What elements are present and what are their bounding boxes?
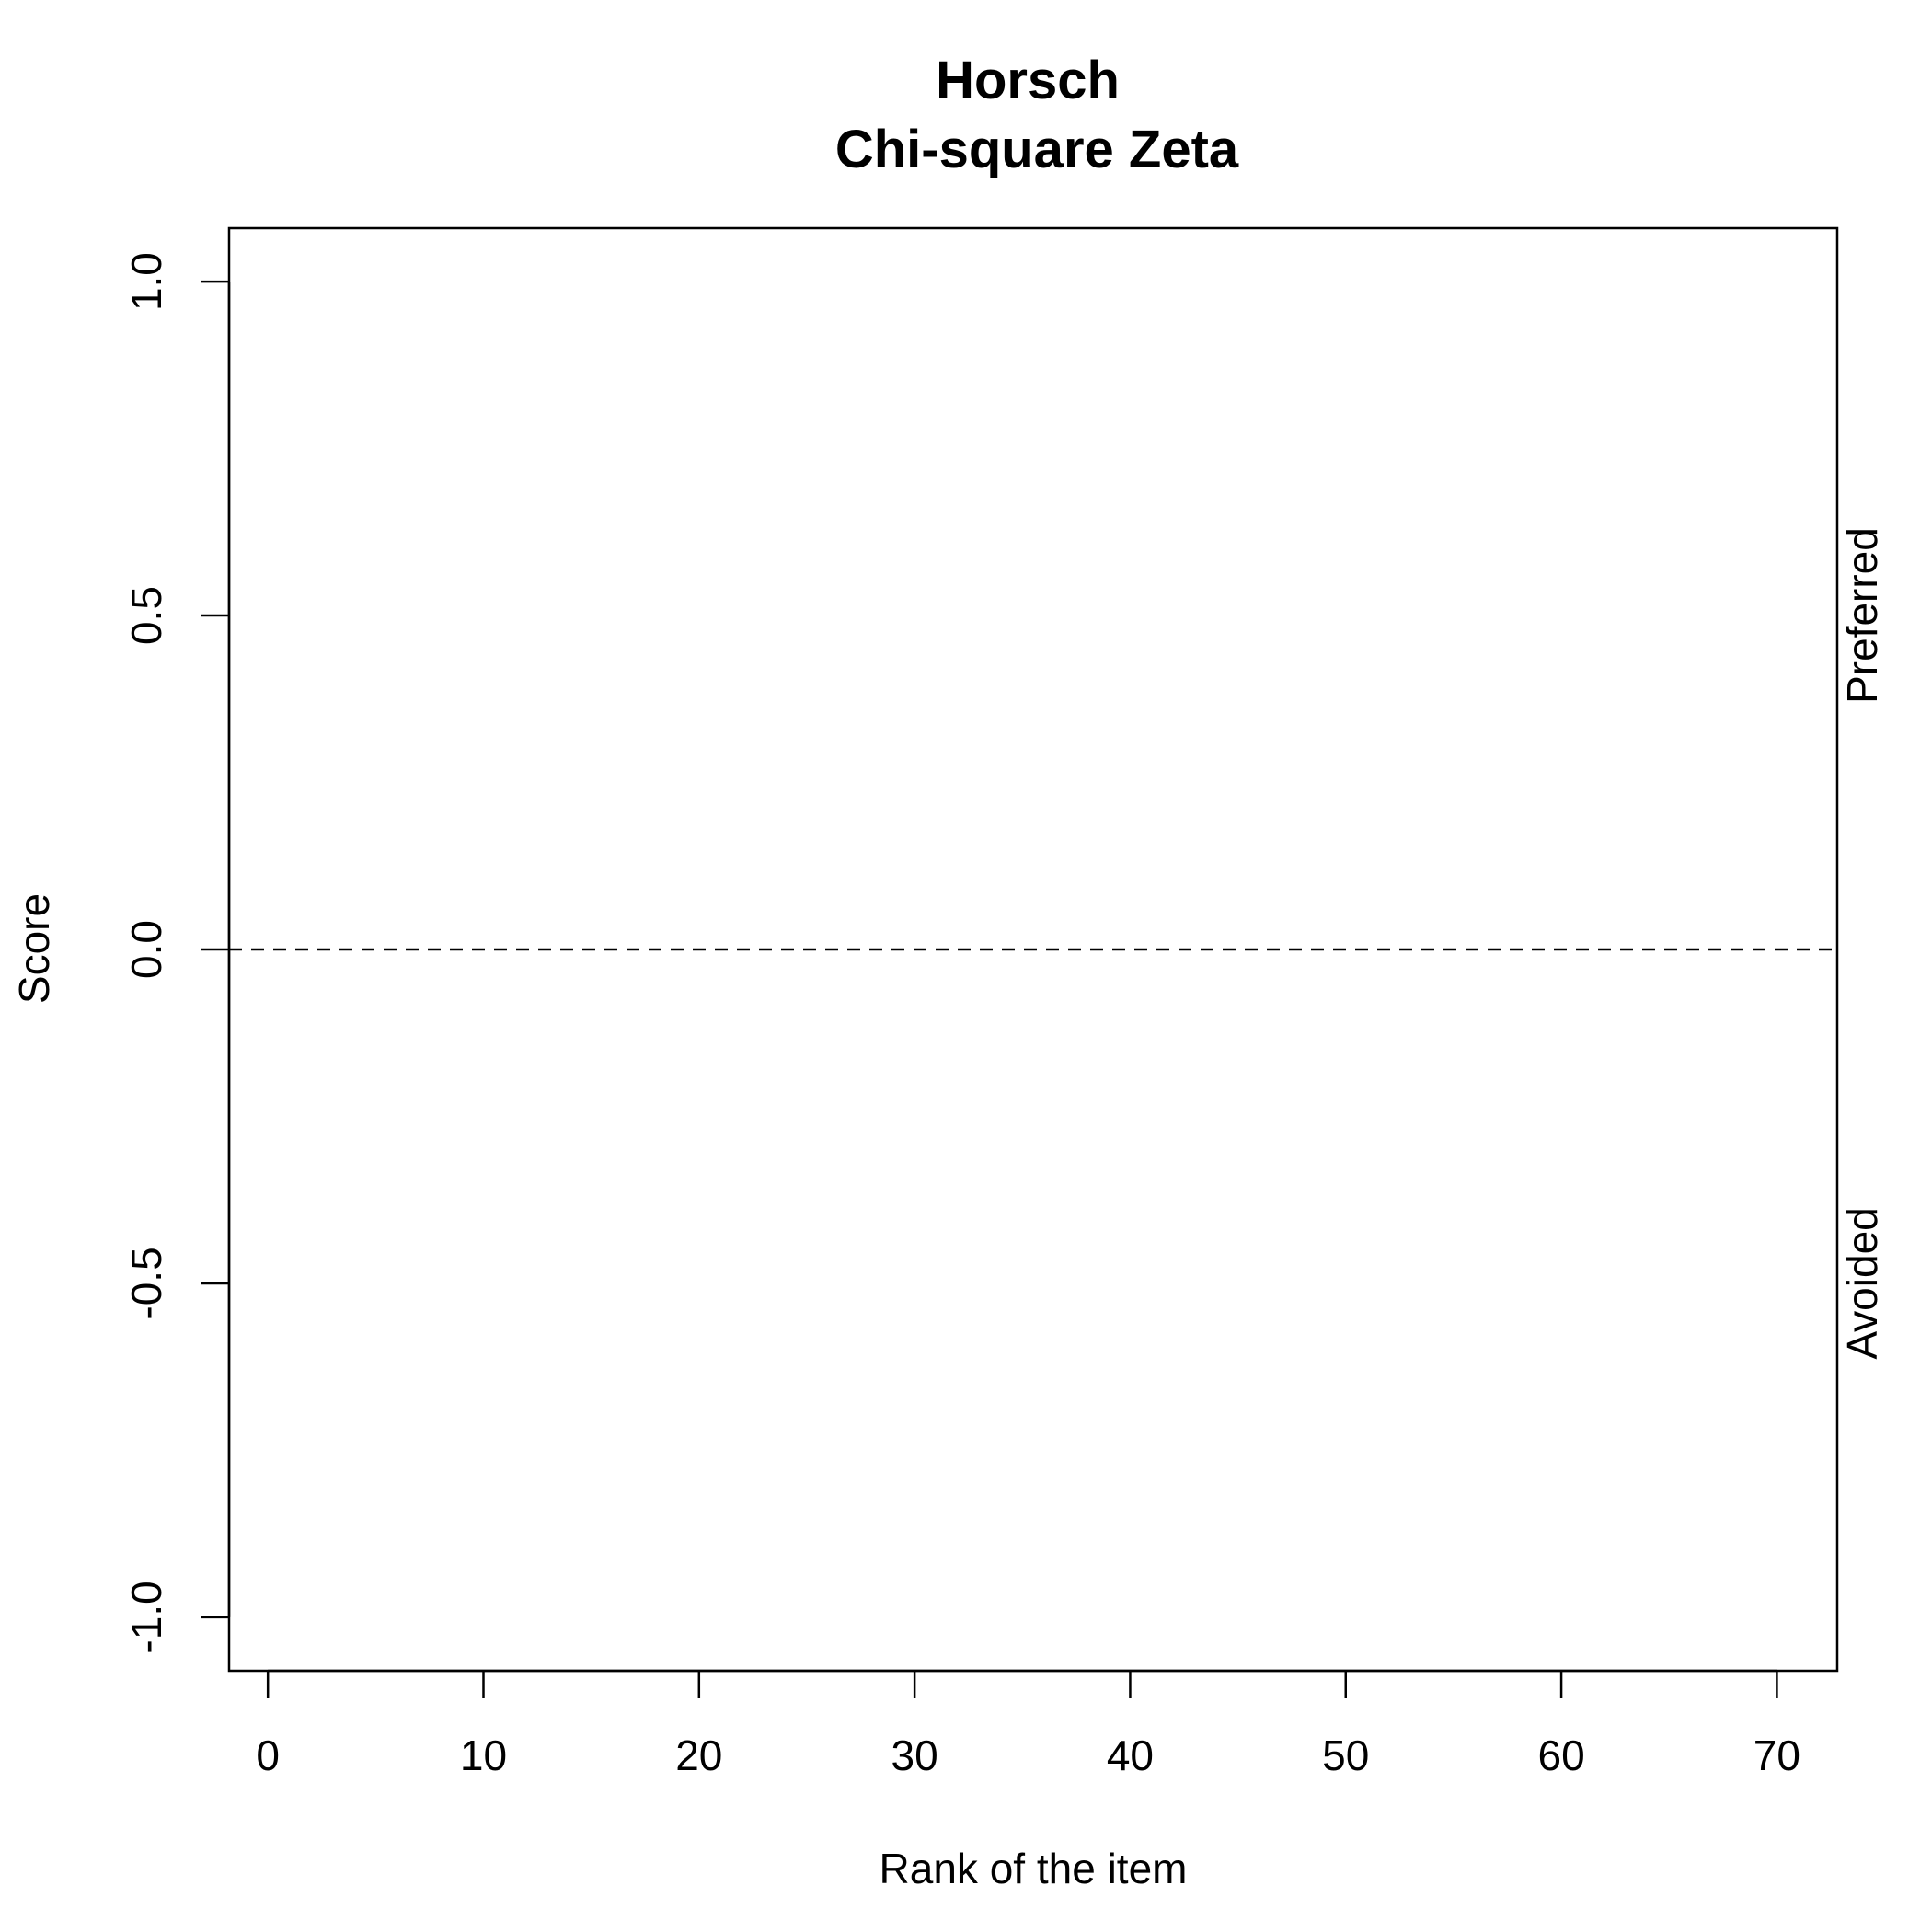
y-axis-title: Score [10, 893, 58, 1004]
x-tick-label: 50 [1322, 1731, 1369, 1779]
x-tick-label: 70 [1754, 1731, 1800, 1779]
y-tick-label: 0.5 [122, 586, 170, 645]
chart-title: Horsch [936, 51, 1120, 110]
y-tick-label: -1.0 [122, 1581, 170, 1653]
side-label-avoided: Avoided [1838, 1207, 1886, 1359]
x-tick-label: 40 [1107, 1731, 1154, 1779]
x-tick-label: 20 [675, 1731, 722, 1779]
x-tick-label: 10 [460, 1731, 507, 1779]
y-tick-label: 0.0 [122, 920, 170, 979]
x-tick-label: 60 [1537, 1731, 1584, 1779]
y-tick-label: 1.0 [122, 252, 170, 311]
chart-subtitle: Chi-square Zeta [835, 120, 1239, 179]
side-labels: Preferred Avoided [1838, 527, 1886, 1360]
x-tick-label: 30 [891, 1731, 938, 1779]
x-axis: 0 10 20 30 40 50 60 70 [256, 1669, 1800, 1779]
y-tick-label: -0.5 [122, 1247, 170, 1319]
side-label-preferred: Preferred [1838, 527, 1886, 704]
x-axis-title: Rank of the item [880, 1845, 1188, 1892]
x-tick-label: 0 [256, 1731, 280, 1779]
